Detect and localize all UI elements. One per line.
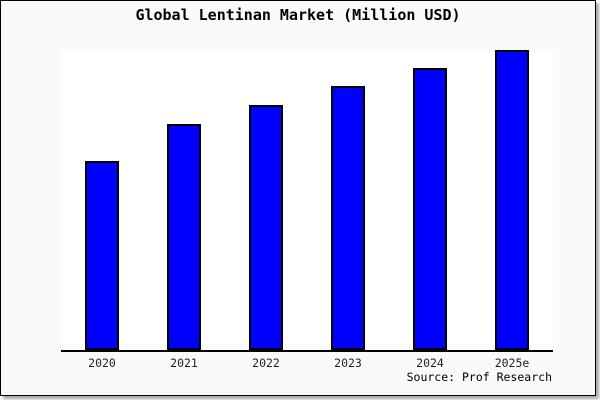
bar-2021 [167,124,201,350]
bar-2020 [85,161,119,350]
x-tick-label-2021: 2021 [170,356,198,370]
bar-2025e [495,50,529,350]
x-tick-label-2022: 2022 [252,356,280,370]
x-tick-label-2020: 2020 [88,356,116,370]
chart-title: Global Lentinan Market (Million USD) [135,6,461,24]
x-tick-label-2023: 2023 [334,356,362,370]
x-tick-label-2025e: 2025e [494,356,530,370]
plot-area [61,50,553,352]
bar-2023 [331,86,365,350]
x-tick-label-2024: 2024 [416,356,444,370]
bar-2024 [413,68,447,350]
bar-2022 [249,105,283,350]
source-attribution: Source: Prof Research [406,370,552,384]
